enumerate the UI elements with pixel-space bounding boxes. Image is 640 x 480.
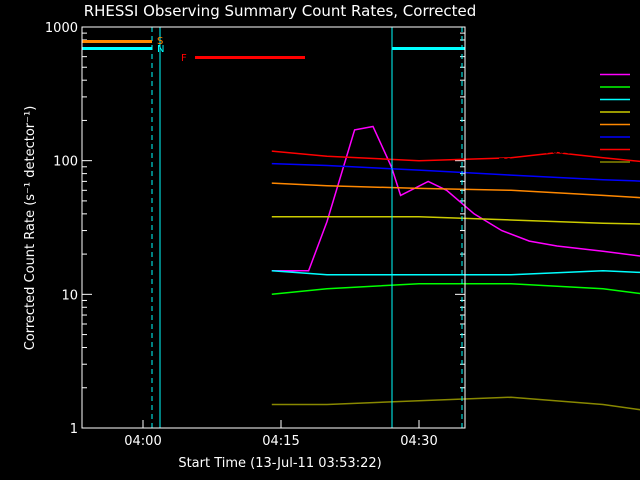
plot-background	[82, 27, 465, 428]
y-tick-label: 10	[61, 288, 78, 303]
series-layer	[271, 125, 640, 411]
x-tick-label: 04:00	[124, 434, 161, 449]
legend-label: 7000 - 15000 keV	[498, 156, 596, 169]
legend-label: 25 - 50 keV	[533, 94, 596, 107]
series-line	[271, 150, 640, 163]
series-line	[271, 125, 640, 272]
mark-bar	[82, 40, 152, 43]
legend-header: Att 0	[601, 40, 627, 53]
mark-bar	[195, 56, 305, 59]
x-axis-label: Start Time (13-Jul-11 03:53:22)	[178, 456, 381, 471]
mark-label: F	[181, 53, 187, 64]
series-line	[271, 282, 640, 296]
mark-label: S	[157, 36, 163, 47]
mark-bar	[82, 47, 152, 50]
series-line	[271, 270, 640, 276]
chart-title: RHESSI Observing Summary Count Rates, Co…	[84, 2, 477, 20]
series-line	[271, 182, 640, 199]
legend-label: 100 - 300 keV	[519, 119, 596, 132]
mark-bar	[392, 47, 465, 50]
mark-label: N	[157, 44, 164, 55]
series-line	[271, 216, 640, 225]
annotation-marks: SN F	[82, 27, 465, 428]
y-tick-label: 1	[70, 422, 78, 437]
legend-label: 300 - 800 keV	[519, 131, 596, 144]
series-line	[271, 396, 640, 411]
legend-label: 50 - 100 keV	[526, 106, 596, 119]
timestamp-text: 18-Oct-2021 08:23	[560, 468, 636, 477]
plot-frame	[81, 26, 466, 429]
series-line	[271, 146, 640, 315]
y-axis-label: Corrected Count Rate (s⁻¹ detector⁻¹)	[23, 106, 38, 351]
legend-label: 6 - 12 keV	[540, 69, 596, 82]
x-tick-label: 04:30	[400, 434, 437, 449]
legend-label: 3 - 6 keV	[547, 56, 596, 69]
y-tick-label: 100	[53, 155, 78, 170]
legend-header: Det 1,3,4,5,6,9,	[543, 28, 629, 41]
legend-label: 12 - 25 keV	[533, 81, 596, 94]
y-axis: 1 10 100 1000	[45, 21, 465, 437]
x-axis: 04:00 04:15 04:30	[124, 420, 438, 449]
x-tick-label: 04:15	[262, 434, 299, 449]
series-line	[271, 162, 640, 182]
legend-label: 800 - 7000 keV	[512, 144, 596, 157]
y-tick-label: 1000	[45, 21, 78, 36]
